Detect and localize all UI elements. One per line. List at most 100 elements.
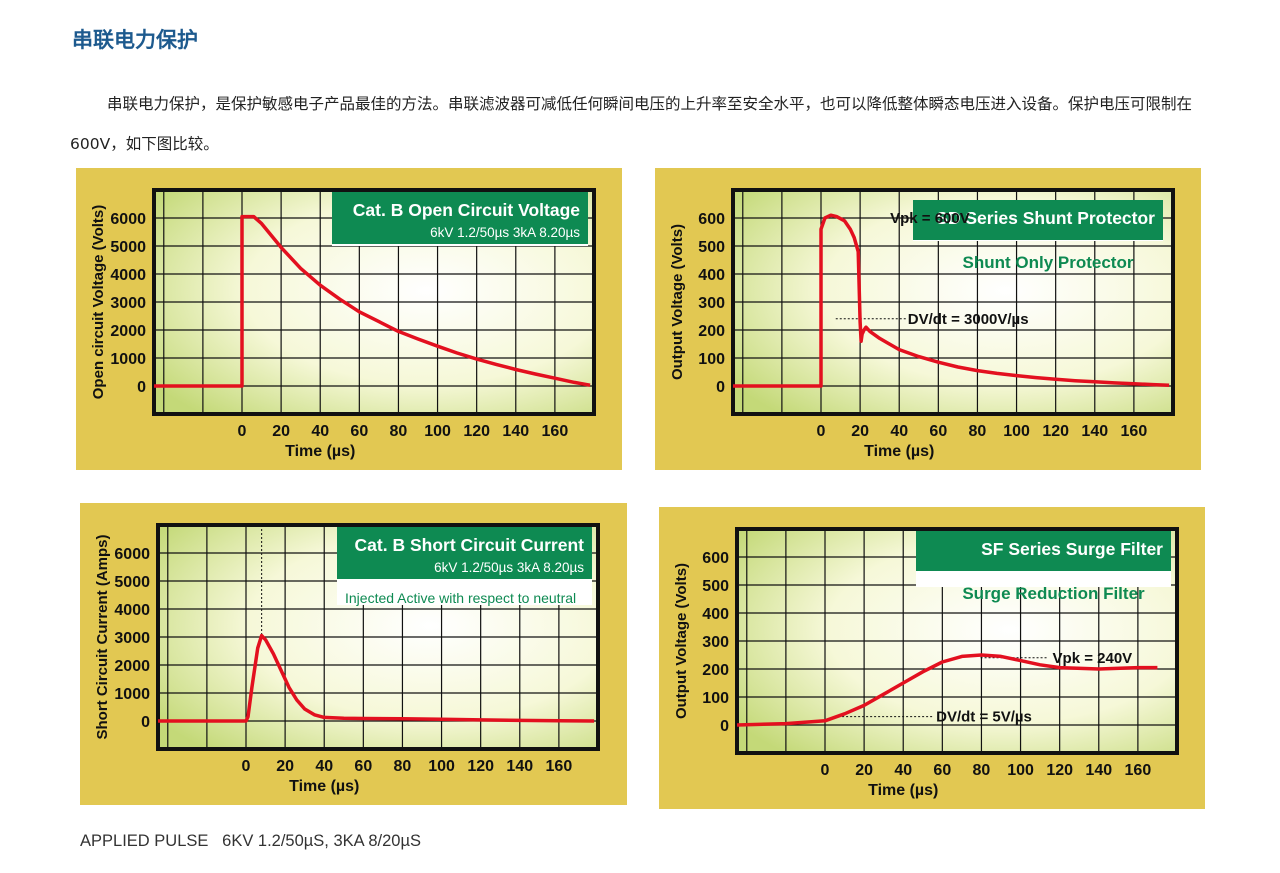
y-tick-label: 5000: [114, 574, 150, 591]
chart-subtitle: Surge Reduction Filter: [962, 584, 1145, 603]
y-axis-label: Output Voltage (Volts): [669, 224, 686, 380]
x-tick-label: 120: [467, 758, 494, 775]
y-tick-label: 400: [698, 267, 725, 284]
y-tick-label: 100: [698, 351, 725, 368]
y-tick-label: 0: [720, 718, 729, 735]
annotation-label: DV/dt = 5V/µs: [936, 709, 1032, 726]
x-axis-label: Time (µs): [864, 443, 934, 460]
x-tick-label: 100: [1007, 762, 1034, 779]
title-header: [332, 192, 588, 244]
series-line: [733, 213, 1170, 388]
x-tick-label: 0: [238, 423, 247, 440]
plot-frame: [152, 188, 596, 416]
chart-subtitle: Shunt Only Protector: [963, 253, 1134, 272]
title-header: [916, 531, 1171, 571]
x-tick-label: 20: [272, 423, 290, 440]
y-tick-label: 0: [716, 379, 725, 396]
series-line: [736, 653, 1158, 727]
x-tick-label: 100: [428, 758, 455, 775]
x-tick-label: 160: [1121, 423, 1148, 440]
chart-svg: SF Series Surge Filter Surge Reduction Fi…: [659, 507, 1205, 809]
x-tick-label: 0: [242, 758, 251, 775]
x-tick-label: 40: [315, 758, 333, 775]
y-axis-label: Short Circuit Current (Amps): [94, 534, 111, 739]
x-tick-label: 80: [394, 758, 412, 775]
chart-title: SD Series Shunt Protector: [936, 208, 1155, 228]
annotation-label: Vpk = 240V: [1053, 650, 1133, 667]
chart-subtitle: 6kV 1.2/50µs 3kA 8.20µs: [434, 560, 584, 575]
x-tick-label: 60: [929, 423, 947, 440]
plot-frame: [156, 523, 600, 751]
y-tick-label: 300: [702, 634, 729, 651]
chart-short-circuit-current: Cat. B Short Circuit Current 6kV 1.2/50µs…: [80, 503, 627, 805]
x-tick-label: 60: [350, 423, 368, 440]
x-tick-label: 140: [1081, 423, 1108, 440]
x-tick-label: 160: [542, 423, 569, 440]
page-title: 串联电力保护: [72, 28, 198, 52]
applied-pulse-note: APPLIED PULSE 6KV 1.2/50µS, 3KA 8/20µS: [80, 832, 421, 850]
title-header: [913, 200, 1163, 240]
x-tick-label: 60: [354, 758, 372, 775]
chart-note: Injected Active with respect to neutral: [345, 590, 576, 606]
x-tick-label: 40: [894, 762, 912, 779]
x-tick-label: 20: [851, 423, 869, 440]
chart-svg: SD Series Shunt Protector Shunt Only Prot…: [655, 168, 1201, 470]
x-tick-label: 0: [821, 762, 830, 779]
y-tick-label: 1000: [114, 686, 150, 703]
x-axis-label: Time (µs): [285, 443, 355, 460]
x-tick-label: 140: [1085, 762, 1112, 779]
y-tick-label: 3000: [114, 630, 150, 647]
x-tick-label: 160: [1125, 762, 1152, 779]
y-tick-label: 1000: [110, 351, 146, 368]
series-line: [158, 633, 595, 723]
chart-sf-surge-filter: SF Series Surge Filter Surge Reduction Fi…: [659, 507, 1205, 809]
y-tick-label: 4000: [110, 267, 146, 284]
y-tick-label: 500: [702, 578, 729, 595]
x-tick-label: 120: [1042, 423, 1069, 440]
x-tick-label: 100: [424, 423, 451, 440]
x-tick-label: 80: [390, 423, 408, 440]
x-axis-label: Time (µs): [289, 778, 359, 795]
annotation-label: DV/dt = 3000V/µs: [908, 311, 1029, 328]
y-tick-label: 3000: [110, 295, 146, 312]
x-tick-label: 140: [502, 423, 529, 440]
y-tick-label: 0: [141, 714, 150, 731]
y-axis-label: Output Voltage (Volts): [673, 563, 690, 719]
x-tick-label: 40: [311, 423, 329, 440]
y-tick-label: 200: [702, 662, 729, 679]
y-axis-label: Open circuit Voltage (Volts): [90, 205, 107, 399]
y-tick-label: 200: [698, 323, 725, 340]
x-tick-label: 60: [933, 762, 951, 779]
y-tick-label: 100: [702, 690, 729, 707]
y-tick-label: 500: [698, 239, 725, 256]
y-tick-label: 5000: [110, 239, 146, 256]
x-tick-label: 120: [1046, 762, 1073, 779]
y-tick-label: 600: [698, 211, 725, 228]
chart-title: SF Series Surge Filter: [981, 539, 1163, 559]
x-tick-label: 80: [969, 423, 987, 440]
chart-title: Cat. B Open Circuit Voltage: [353, 200, 580, 220]
y-tick-label: 300: [698, 295, 725, 312]
y-tick-label: 600: [702, 550, 729, 567]
title-header: [337, 527, 592, 579]
x-tick-label: 0: [817, 423, 826, 440]
chart-title: Cat. B Short Circuit Current: [355, 535, 585, 555]
y-tick-label: 0: [137, 379, 146, 396]
x-axis-label: Time (µs): [868, 782, 938, 799]
x-tick-label: 40: [890, 423, 908, 440]
chart-sd-shunt-protector: SD Series Shunt Protector Shunt Only Prot…: [655, 168, 1201, 470]
y-tick-label: 4000: [114, 602, 150, 619]
y-tick-label: 2000: [114, 658, 150, 675]
x-tick-label: 80: [973, 762, 991, 779]
chart-subtitle: 6kV 1.2/50µs 3kA 8.20µs: [430, 225, 580, 240]
x-tick-label: 20: [855, 762, 873, 779]
plot-frame: [735, 527, 1179, 755]
series-line: [154, 214, 591, 388]
x-tick-label: 100: [1003, 423, 1030, 440]
plot-frame: [731, 188, 1175, 416]
y-tick-label: 2000: [110, 323, 146, 340]
x-tick-label: 160: [546, 758, 573, 775]
y-tick-label: 400: [702, 606, 729, 623]
y-tick-label: 6000: [110, 211, 146, 228]
x-tick-label: 20: [276, 758, 294, 775]
